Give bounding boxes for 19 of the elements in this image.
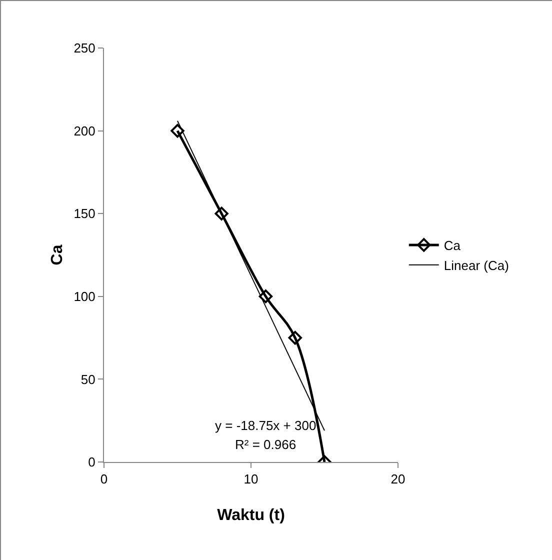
y-tick-label: 0 [88,454,96,470]
y-tick-label: 50 [80,372,96,387]
point [214,206,228,220]
y-tick-label: 250 [74,40,96,56]
point [170,124,184,138]
x-tick-label: 0 [100,472,108,487]
y-tick-label: 100 [74,288,96,304]
annotation: y = -18.75x + 300 [215,418,316,433]
y-axis-title: Ca [49,244,66,266]
point [258,290,273,304]
y-tick-label: 150 [74,206,96,222]
x-tick-label: 20 [390,472,406,487]
y-tick-label: 200 [74,123,96,138]
annotation: R² = 0.966 [235,437,296,452]
x-tick-label: 10 [244,472,258,487]
legend-label: Linear (Ca) [444,258,509,273]
x-axis-title: Waktu (t) [217,507,285,524]
legend-label: Ca [444,238,462,254]
point [288,330,302,345]
